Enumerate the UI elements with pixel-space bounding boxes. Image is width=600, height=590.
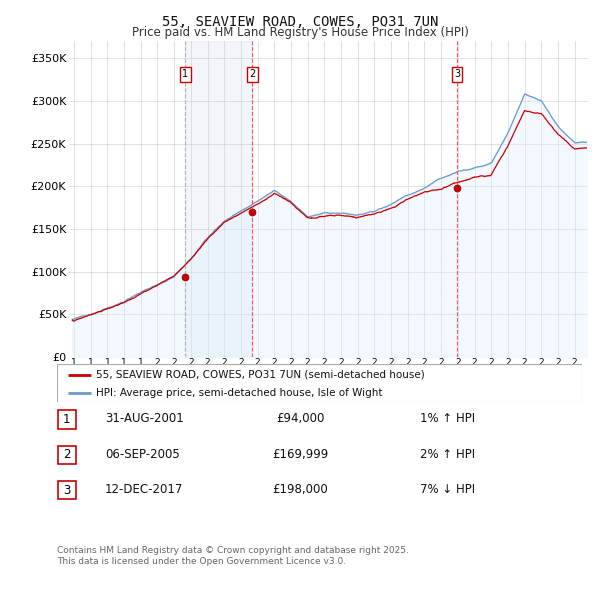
Text: 1% ↑ HPI: 1% ↑ HPI [420,412,475,425]
Text: 12-DEC-2017: 12-DEC-2017 [105,483,184,496]
Text: £169,999: £169,999 [272,448,328,461]
Text: 1: 1 [63,413,71,426]
Text: 3: 3 [454,70,460,80]
Text: 06-SEP-2005: 06-SEP-2005 [105,448,180,461]
Text: £198,000: £198,000 [272,483,328,496]
Text: HPI: Average price, semi-detached house, Isle of Wight: HPI: Average price, semi-detached house,… [97,388,383,398]
Text: £94,000: £94,000 [276,412,324,425]
Text: 2% ↑ HPI: 2% ↑ HPI [420,448,475,461]
Text: 55, SEAVIEW ROAD, COWES, PO31 7UN (semi-detached house): 55, SEAVIEW ROAD, COWES, PO31 7UN (semi-… [97,370,425,380]
Text: Contains HM Land Registry data © Crown copyright and database right 2025.: Contains HM Land Registry data © Crown c… [57,546,409,555]
Text: 55, SEAVIEW ROAD, COWES, PO31 7UN: 55, SEAVIEW ROAD, COWES, PO31 7UN [162,15,438,29]
Text: 2: 2 [63,448,71,461]
Text: Price paid vs. HM Land Registry's House Price Index (HPI): Price paid vs. HM Land Registry's House … [131,26,469,39]
Text: 2: 2 [249,70,256,80]
Text: This data is licensed under the Open Government Licence v3.0.: This data is licensed under the Open Gov… [57,558,346,566]
Text: 7% ↓ HPI: 7% ↓ HPI [420,483,475,496]
Text: 3: 3 [63,484,71,497]
Bar [185,41,252,357]
Text: 1: 1 [182,70,188,80]
Text: 31-AUG-2001: 31-AUG-2001 [105,412,184,425]
